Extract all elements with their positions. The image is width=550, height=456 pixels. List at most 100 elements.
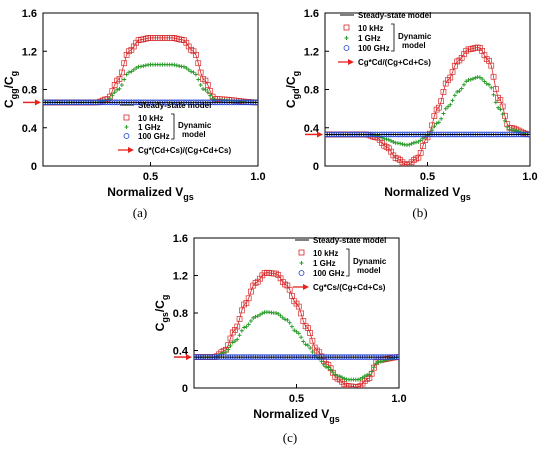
x-axis-label-main: Normalized V	[107, 185, 183, 199]
series-1ghz-point	[186, 67, 191, 72]
y-axis-label-part: g	[291, 71, 301, 77]
series-1ghz-point	[112, 90, 117, 95]
series-10khz-point	[440, 89, 447, 95]
series-1ghz-point	[141, 64, 146, 69]
series-1ghz-point	[119, 83, 124, 88]
series-1ghz-point	[455, 89, 460, 94]
y-tick-label: 0	[31, 161, 37, 173]
series-1ghz-point	[127, 70, 131, 75]
series-10khz-point	[371, 364, 377, 371]
series-1ghz-point	[280, 315, 285, 320]
series-1ghz-point	[505, 125, 510, 130]
series-1ghz-point	[223, 349, 228, 354]
legend-bracket	[171, 113, 175, 140]
x-axis-label-sub: gs	[183, 192, 194, 202]
series-1ghz-point	[379, 135, 384, 140]
series-1ghz-point	[129, 69, 134, 74]
series-10khz-point	[197, 69, 204, 76]
series-1ghz-point	[235, 337, 240, 342]
series-1ghz-point	[285, 317, 290, 322]
series-1ghz-point	[461, 82, 466, 87]
series-10khz-point	[431, 113, 438, 119]
series-1ghz-point	[452, 93, 457, 98]
value-arrow-head	[35, 99, 41, 106]
series-1ghz-point	[436, 120, 441, 125]
legend-label-3: 100 GHz	[138, 132, 170, 141]
series-1ghz-point	[301, 339, 306, 344]
series-group	[325, 44, 530, 166]
series-1ghz-point	[493, 100, 498, 105]
legend-steady-label: Steady-state model	[138, 101, 211, 110]
series-10khz-point	[195, 60, 202, 67]
series-1ghz-point	[193, 72, 198, 77]
series-1ghz-point	[360, 375, 365, 380]
series-1ghz-point	[184, 66, 189, 71]
series-10khz-point	[121, 60, 128, 67]
x-axis-label: Normalized Vgs	[384, 185, 471, 202]
x-axis-label-main: Normalized V	[384, 185, 460, 199]
series-1ghz-point	[441, 111, 446, 116]
series-1ghz-point	[389, 138, 394, 143]
series-1ghz-point	[487, 82, 491, 87]
series-1ghz-point	[253, 314, 258, 319]
legend-bracket	[391, 23, 395, 52]
series-1ghz-point	[299, 335, 304, 340]
y-axis-label-part: g	[9, 71, 19, 77]
y-tick-label: 1.6	[22, 8, 37, 20]
series-1ghz-point	[219, 351, 224, 356]
legend-group-label-1: Dynamic	[353, 257, 387, 266]
value-arrow-head	[186, 354, 192, 361]
y-tick-label: 1.2	[22, 46, 37, 58]
x-tick-label: 0.5	[289, 393, 304, 405]
series-1ghz-point	[278, 313, 283, 318]
series-1ghz-point	[237, 333, 242, 338]
series-10khz-point	[307, 330, 314, 336]
series-1ghz-point	[356, 377, 360, 382]
series-1ghz-point	[205, 90, 210, 95]
legend-arrow-head	[348, 59, 354, 65]
series-1ghz-point	[446, 104, 450, 109]
y-axis-label-part: gg	[9, 88, 19, 99]
series-10khz-point	[248, 288, 254, 295]
legend-label-1: 10 kHz	[313, 249, 338, 258]
y-axis-label-part: gd	[291, 88, 301, 99]
series-1ghz-point	[400, 142, 405, 147]
series-10khz-point	[289, 292, 295, 299]
series-1ghz-point	[480, 77, 485, 82]
legend-100ghz-marker	[298, 270, 305, 276]
series-1ghz-point	[443, 106, 448, 111]
series-1ghz-point	[358, 376, 363, 381]
panel-caption: (c)	[283, 430, 297, 445]
series-1ghz-point	[398, 141, 403, 146]
series-1ghz-point	[471, 76, 476, 81]
series-1ghz-point	[342, 376, 347, 381]
series-1ghz-point	[196, 77, 201, 82]
series-10khz-point	[420, 143, 426, 149]
series-10khz-point	[449, 69, 456, 75]
series-1ghz-point	[228, 343, 233, 348]
x-axis-label-sub: gs	[329, 414, 340, 424]
series-10khz-point	[447, 74, 454, 81]
legend-steady-label: Steady-state model	[358, 11, 431, 20]
panel-caption: (b)	[412, 205, 427, 220]
legend-100ghz-marker	[123, 133, 130, 139]
series-1ghz-point	[367, 372, 372, 377]
series-10khz-point	[193, 52, 199, 58]
series-1ghz-point	[383, 358, 388, 363]
series-1ghz-point	[289, 324, 294, 329]
legend-1ghz-marker	[124, 125, 129, 129]
series-1ghz-point	[208, 93, 213, 98]
y-tick-label: 1.6	[304, 8, 319, 20]
legend-group-label-2: model	[182, 130, 206, 139]
series-1ghz-point	[115, 87, 120, 92]
series-1ghz-point	[489, 85, 494, 90]
series-1ghz-point	[143, 63, 148, 68]
x-tick-label: 0.5	[143, 171, 158, 183]
x-tick-label: 0.5	[420, 171, 435, 183]
series-1ghz-point	[362, 374, 367, 379]
series-1ghz-point	[310, 349, 315, 354]
series-1ghz-point	[244, 324, 249, 329]
